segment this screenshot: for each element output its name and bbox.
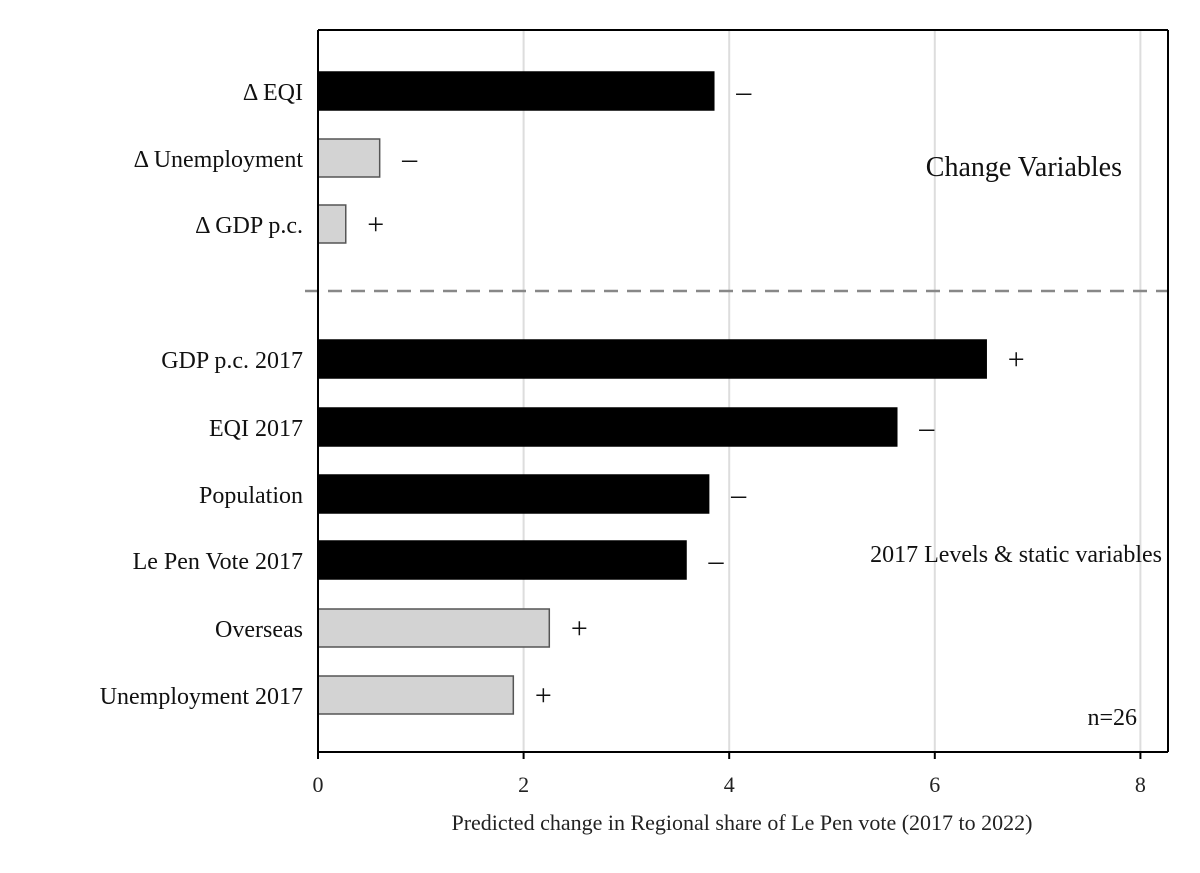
group-label-change-variables: Change Variables [926, 152, 1122, 183]
x-tick-labels: 0 2 4 6 8 [313, 772, 1146, 797]
bar-eqi [317, 71, 715, 111]
bar-group [317, 71, 987, 715]
category-label: GDP p.c. 2017 [161, 348, 303, 374]
category-label: EQI 2017 [209, 416, 303, 442]
sign-label: – [735, 75, 752, 108]
bar-eqi-2017 [317, 407, 898, 447]
category-label: Δ GDP p.c. [195, 213, 303, 239]
bar-unemployment-2017 [317, 675, 515, 715]
category-label: Population [199, 483, 303, 509]
category-label: Overseas [215, 617, 303, 643]
sign-label: – [918, 411, 935, 444]
x-tick-label: 6 [929, 772, 940, 797]
x-tick-label: 2 [518, 772, 529, 797]
bar-population [317, 474, 710, 514]
x-tick-label: 8 [1135, 772, 1146, 797]
bar-gdp-p-c [317, 204, 347, 244]
gridlines [522, 30, 1142, 752]
axes [305, 29, 1169, 759]
sign-label: + [571, 612, 588, 645]
sign-label: + [1008, 343, 1025, 376]
x-tick-label: 0 [313, 772, 324, 797]
category-label: Δ Unemployment [134, 147, 304, 173]
sign-label: + [367, 208, 384, 241]
category-label: Δ EQI [243, 80, 303, 106]
bar-le-pen-vote-2017 [317, 540, 687, 580]
sign-label: – [401, 142, 418, 175]
x-tick-label: 4 [724, 772, 735, 797]
group-label-levels: 2017 Levels & static variables [870, 542, 1162, 568]
category-label: Unemployment 2017 [100, 684, 303, 710]
category-labels: Δ EQI Δ Unemployment Δ GDP p.c. GDP p.c. 20… [100, 80, 304, 710]
sign-label: – [730, 478, 747, 511]
bar-gdp-p-c-2017 [317, 339, 987, 379]
sample-size-annotation: n=26 [1087, 705, 1137, 731]
sign-label: + [535, 679, 552, 712]
sign-label: – [708, 544, 725, 577]
sign-labels: ––++–––++ [367, 75, 1024, 712]
bar-overseas [317, 608, 551, 648]
category-label: Le Pen Vote 2017 [133, 549, 303, 575]
x-axis-label: Predicted change in Regional share of Le… [451, 810, 1032, 835]
bar-unemployment [317, 138, 381, 178]
